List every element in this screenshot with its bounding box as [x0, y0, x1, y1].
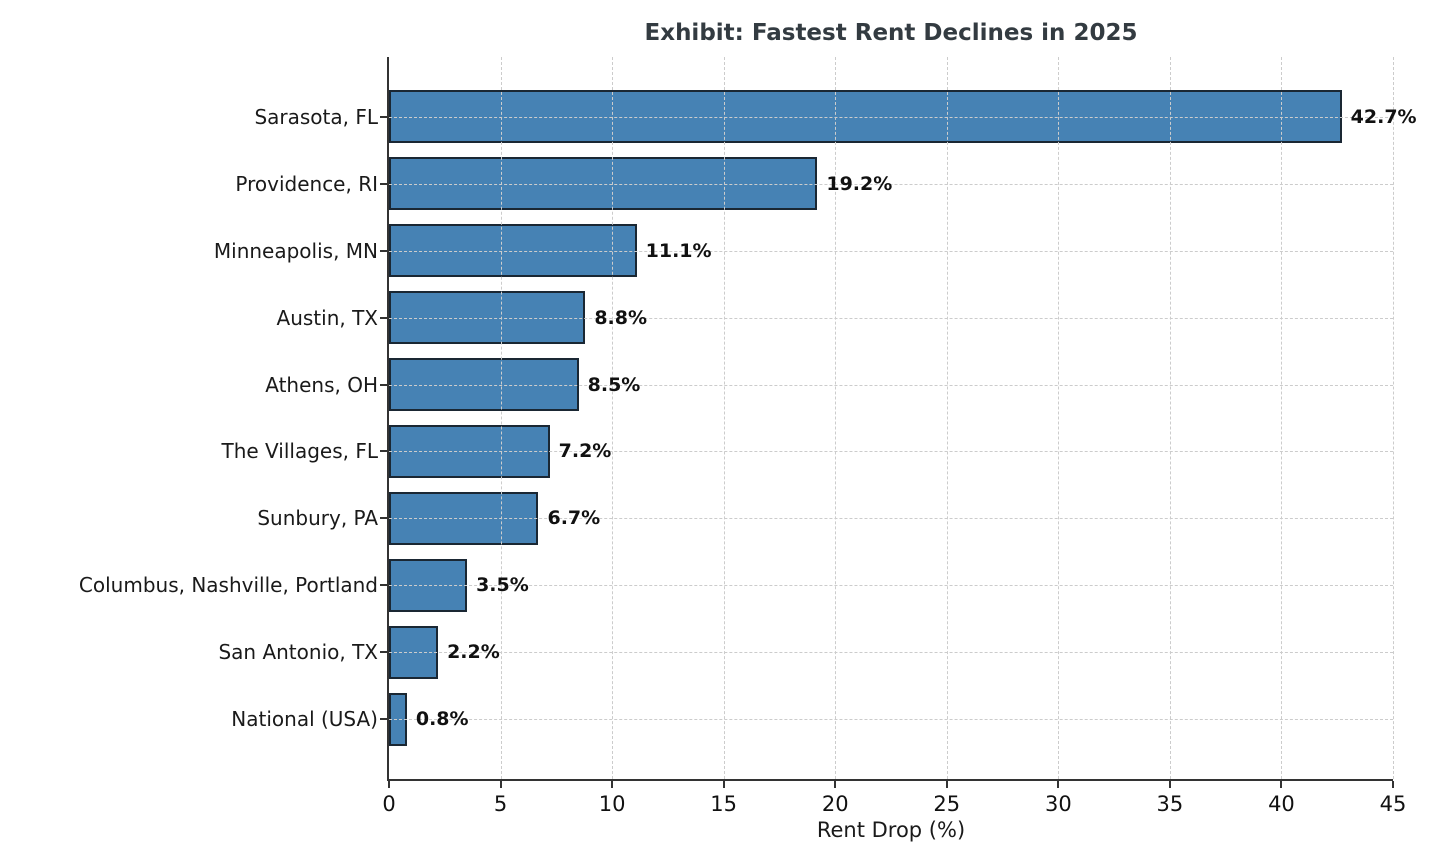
gridline-horizontal	[389, 518, 1393, 520]
x-axis-spine	[387, 779, 1393, 781]
y-tick-mark	[380, 249, 387, 252]
category-label: Athens, OH	[265, 372, 378, 397]
gridline-horizontal	[389, 719, 1393, 721]
y-tick-mark	[380, 718, 387, 721]
bar-8	[389, 558, 468, 613]
gridline-horizontal	[389, 585, 1393, 587]
y-tick-mark	[380, 651, 387, 654]
x-tick-mark	[1168, 781, 1171, 788]
category-label: Minneapolis, MN	[213, 238, 378, 263]
x-tick-mark	[1392, 781, 1394, 788]
bar-4	[389, 290, 586, 345]
gridline-vertical	[835, 57, 837, 779]
gridline-vertical	[1281, 57, 1283, 779]
x-tick-label: 25	[933, 792, 961, 816]
value-label: 42.7%	[1350, 105, 1417, 128]
x-tick-mark	[388, 781, 390, 788]
x-axis-label: Rent Drop (%)	[816, 818, 966, 842]
gridline-vertical	[946, 57, 948, 779]
x-tick-label: 10	[598, 792, 626, 816]
value-label: 7.2%	[558, 440, 612, 463]
gridline-horizontal	[389, 384, 1393, 386]
y-tick-mark	[380, 182, 387, 185]
gridline-vertical	[1058, 57, 1060, 779]
y-axis-spine	[387, 57, 389, 781]
gridline-vertical	[723, 57, 725, 779]
category-label: Sunbury, PA	[257, 506, 378, 531]
gridline-horizontal	[389, 250, 1393, 252]
gridline-horizontal	[389, 652, 1393, 654]
x-tick-mark	[499, 781, 502, 788]
x-tick-mark	[611, 781, 614, 788]
x-tick-mark	[945, 781, 948, 788]
bar-10	[389, 692, 407, 747]
value-label: 3.5%	[476, 574, 529, 597]
category-label: San Antonio, TX	[218, 640, 378, 665]
value-label: 11.1%	[645, 239, 712, 262]
y-tick-mark	[380, 517, 387, 520]
x-tick-label: 0	[382, 792, 396, 816]
category-label: National (USA)	[231, 707, 378, 732]
category-label: Sarasota, FL	[254, 104, 378, 129]
y-tick-mark	[380, 450, 387, 453]
gridline-horizontal	[389, 317, 1393, 319]
x-tick-mark	[722, 781, 725, 788]
value-label: 0.8%	[415, 708, 469, 731]
gridline-vertical	[1393, 57, 1394, 779]
x-tick-label: 40	[1268, 792, 1295, 816]
chart-title: Exhibit: Fastest Rent Declines in 2025	[644, 20, 1138, 46]
category-label: Austin, TX	[276, 305, 378, 330]
gridline-vertical	[612, 57, 614, 779]
x-tick-label: 5	[493, 792, 508, 816]
value-label: 8.8%	[594, 306, 648, 329]
category-label: Providence, RI	[235, 171, 378, 196]
bar-6	[389, 424, 550, 479]
value-label: 6.7%	[547, 507, 601, 530]
x-tick-label: 35	[1156, 792, 1184, 816]
gridline-vertical	[1169, 57, 1171, 779]
gridline-vertical	[500, 57, 502, 779]
bar-2	[389, 156, 818, 211]
value-label: 2.2%	[447, 641, 500, 664]
y-tick-mark	[380, 584, 387, 587]
x-tick-label: 45	[1379, 792, 1407, 816]
x-tick-label: 30	[1044, 792, 1072, 816]
category-label: Columbus, Nashville, Portland	[78, 573, 378, 598]
x-tick-mark	[1057, 781, 1060, 788]
y-tick-mark	[380, 383, 387, 386]
gridline-horizontal	[389, 451, 1393, 453]
value-label: 19.2%	[826, 172, 893, 195]
value-label: 8.5%	[587, 373, 641, 396]
x-tick-mark	[834, 781, 837, 788]
gridline-horizontal	[389, 116, 1393, 118]
x-tick-mark	[1280, 781, 1283, 788]
y-tick-mark	[380, 316, 387, 319]
category-label: The Villages, FL	[221, 439, 378, 464]
x-tick-label: 15	[710, 792, 738, 816]
gridline-horizontal	[389, 183, 1393, 185]
x-tick-label: 20	[821, 792, 849, 816]
y-tick-mark	[380, 115, 387, 118]
